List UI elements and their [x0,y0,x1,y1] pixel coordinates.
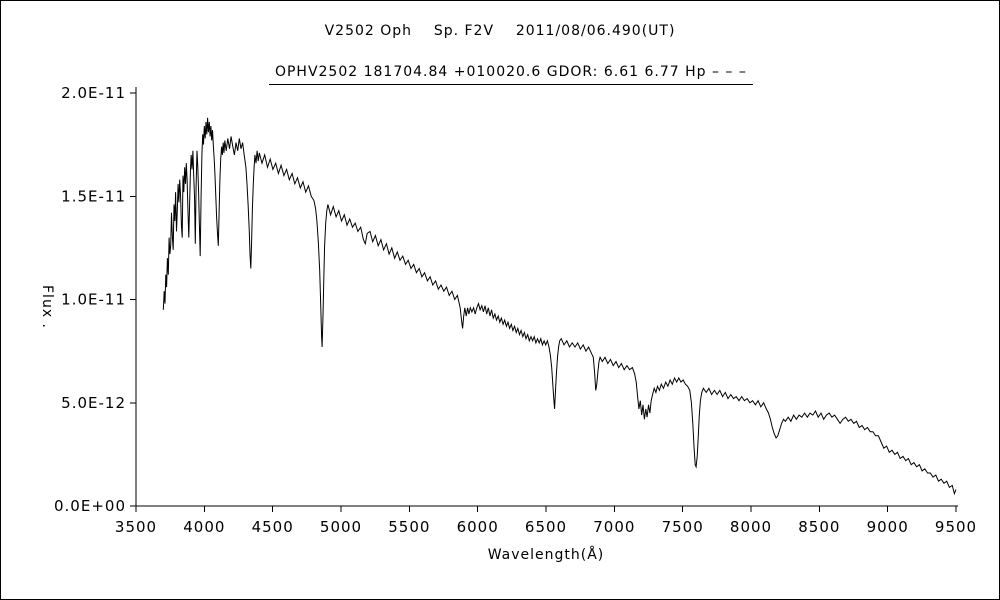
x-tick-label: 7000 [593,518,635,536]
x-tick-label: 7500 [662,518,704,536]
x-tick-label: 6000 [457,518,499,536]
x-axis-title: Wavelength(Å) [488,546,605,563]
y-tick-label: 0.0E+00 [54,497,126,515]
chart-subtitle: OPHV2502 181704.84 +010020.6 GDOR: 6.61 … [268,64,753,85]
y-tick-label: 2.0E-11 [61,84,126,102]
x-tick-label: 4500 [252,518,294,536]
y-axis-title: Flux . [39,285,55,329]
x-tick-label: 9500 [935,518,977,536]
x-tick-label: 6500 [525,518,567,536]
y-tick-label: 5.0E-12 [61,394,126,412]
x-tick-label: 5500 [388,518,430,536]
x-tick-label: 8000 [730,518,772,536]
x-tick-label: 4000 [183,518,225,536]
chart-title: V2502 Oph Sp. F2V 2011/08/06.490(UT) [324,23,676,39]
x-tick-label: 9000 [867,518,909,536]
x-tick-label: 8500 [798,518,840,536]
x-tick-label: 5000 [320,518,362,536]
y-tick-label: 1.5E-11 [61,187,126,205]
chart-subtitle-row: OPHV2502 181704.84 +010020.6 GDOR: 6.61 … [1,48,999,101]
spectrum-line [162,117,957,496]
x-tick-label: 3500 [115,518,157,536]
y-tick-label: 1.0E-11 [61,291,126,309]
